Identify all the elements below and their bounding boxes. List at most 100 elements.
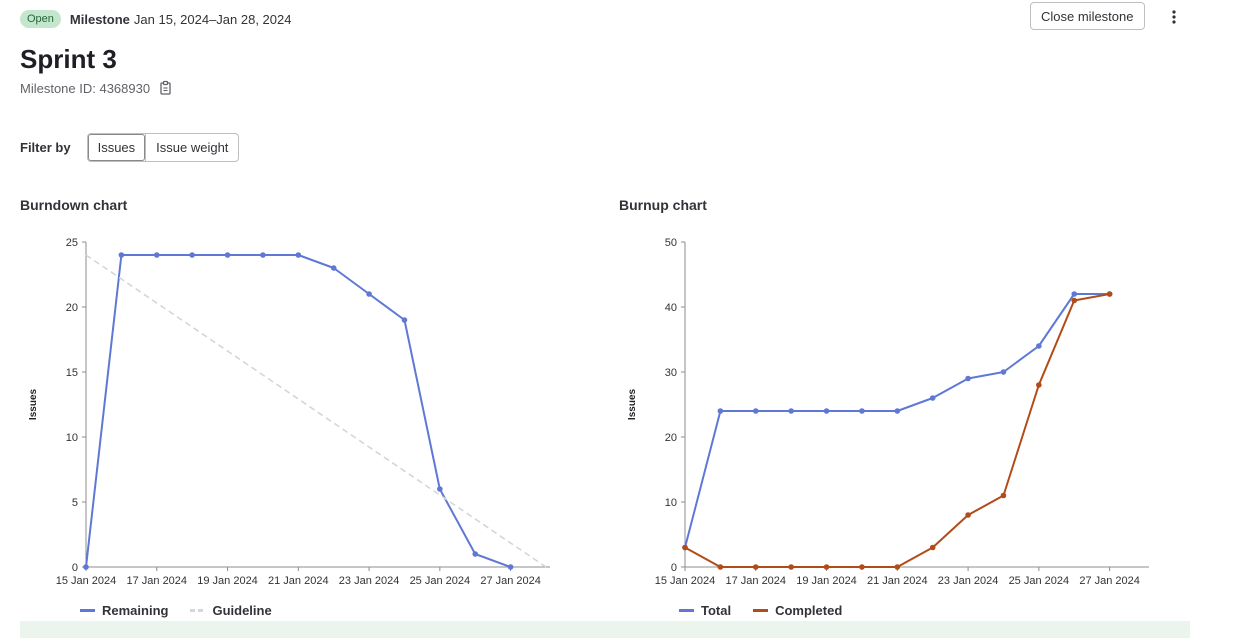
clipboard-icon[interactable] [159,80,173,96]
status-badge: Open [20,10,61,28]
burndown-y-tick-label: 20 [66,302,78,314]
burndown-chart-title: Burndown chart [20,197,128,213]
burndown-remaining-point [330,265,337,271]
legend-guideline[interactable]: Guideline [190,603,272,618]
burnup-x-tick-label: 23 Jan 2024 [938,575,999,587]
burndown-remaining-point [260,252,266,258]
filter-issue-weight-button[interactable]: Issue weight [145,134,238,161]
burnup-completed-point [894,564,901,570]
burnup-x-tick-label: 17 Jan 2024 [725,575,786,587]
burnup-x-tick-label: 25 Jan 2024 [1009,575,1070,587]
milestone-header: Open Milestone Jan 15, 2024–Jan 28, 2024… [20,2,1190,33]
burndown-remaining-point [224,252,231,258]
burnup-y-tick-label: 0 [671,562,677,574]
burnup-total-point [752,408,759,414]
legend-completed-swatch [753,609,769,612]
burndown-remaining-point [118,252,125,258]
burnup-total-point [788,408,794,414]
burnup-y-tick-label: 20 [665,432,677,444]
burndown-y-axis-label: Issues [28,388,39,420]
burndown-remaining-point [83,564,89,570]
burndown-legend: Remaining Guideline [80,603,294,618]
burndown-remaining-point [472,551,479,557]
burnup-series-total-line [684,293,1110,548]
filter-issues-button[interactable]: Issues [88,134,146,161]
burnup-completed-point [1000,492,1007,499]
burndown-remaining-point [153,252,160,258]
legend-total-swatch [679,609,694,612]
burndown-remaining-point [401,317,408,323]
burnup-completed-point [823,564,830,570]
milestone-id-row: Milestone ID: 4368930 [20,80,173,96]
burnup-completed-point [788,564,794,570]
milestone-label: Milestone [69,11,130,27]
bottom-panel [20,621,1190,638]
burndown-y-tick-label: 15 [66,367,78,379]
burnup-completed-point [752,564,759,570]
legend-guideline-swatch [190,609,206,612]
kebab-vertical-icon[interactable] [1168,7,1180,27]
legend-remaining-swatch [80,609,95,612]
burnup-total-point [717,408,724,414]
filter-bar: Filter by Issues Issue weight [20,133,240,162]
burnup-completed-point [965,512,971,518]
burndown-chart: 0 5 10 15 20 25 15 Jan 2024 17 Jan 2024 19 Jan 2… [28,237,550,587]
burndown-x-tick-label: 27 Jan 2024 [480,575,541,587]
burndown-series-guideline-line [85,254,547,568]
burndown-x-tick-label: 15 Jan 2024 [56,575,117,587]
legend-completed[interactable]: Completed [753,603,842,618]
burnup-chart-title: Burnup chart [619,197,707,213]
milestone-dates: Jan 15, 2024–Jan 28, 2024 [133,11,292,27]
legend-completed-label: Completed [775,603,843,618]
burnup-completed-point [682,544,688,551]
legend-total[interactable]: Total [679,603,731,618]
burnup-chart: 0 10 20 30 40 50 15 Jan 2024 17 Jan 2024 19 Jan … [627,237,1149,587]
burnup-total-point [1000,369,1007,375]
burnup-total-point [823,408,830,414]
burndown-series-remaining-line [85,254,511,568]
burnup-y-axis-label: Issues [627,388,638,420]
burnup-total-point [1036,343,1042,349]
burnup-completed-point [859,564,865,570]
burnup-y-tick-label: 10 [665,497,677,509]
burnup-y-tick-label: 30 [665,367,677,379]
burnup-y-tick-label: 40 [665,302,677,314]
legend-remaining[interactable]: Remaining [80,603,168,618]
burnup-x-tick-label: 21 Jan 2024 [867,575,928,587]
burndown-remaining-point [507,564,514,570]
burndown-y-tick-label: 10 [66,432,78,444]
burnup-total-point [929,395,936,401]
legend-total-label: Total [701,603,732,618]
burnup-completed-point [1106,291,1113,297]
filter-label: Filter by [20,140,71,155]
burndown-y-tick-label: 0 [72,562,78,574]
burndown-y-tick-label: 5 [72,497,78,509]
burndown-x-tick-label: 25 Jan 2024 [410,575,471,587]
legend-remaining-label: Remaining [102,603,169,618]
page-title: Sprint 3 [20,44,117,74]
burnup-x-tick-label: 27 Jan 2024 [1079,575,1140,587]
burnup-completed-point [1071,297,1078,304]
legend-guideline-label: Guideline [212,603,272,618]
milestone-id: Milestone ID: 4368930 [20,80,151,96]
burnup-total-point [859,408,865,414]
burndown-remaining-point [366,291,372,297]
burndown-y-tick-label: 25 [66,237,78,249]
burnup-y-tick-label: 50 [665,237,677,249]
burnup-x-tick-label: 15 Jan 2024 [655,575,716,587]
burnup-x-tick-label: 19 Jan 2024 [796,575,857,587]
burndown-remaining-point [295,252,302,258]
burndown-x-tick-label: 23 Jan 2024 [339,575,400,587]
burndown-remaining-point [189,252,195,258]
burndown-x-tick-label: 21 Jan 2024 [268,575,329,587]
burnup-total-point [894,408,901,414]
burnup-completed-point [929,544,936,551]
burnup-legend: Total Completed [679,603,864,618]
close-milestone-button[interactable]: Close milestone [1030,2,1145,30]
burnup-completed-point [717,564,724,570]
burndown-x-tick-label: 17 Jan 2024 [126,575,187,587]
burndown-remaining-point [437,486,443,492]
filter-segmented-control: Issues Issue weight [86,133,240,162]
burndown-x-tick-label: 19 Jan 2024 [197,575,258,587]
burnup-total-point [1071,291,1078,297]
